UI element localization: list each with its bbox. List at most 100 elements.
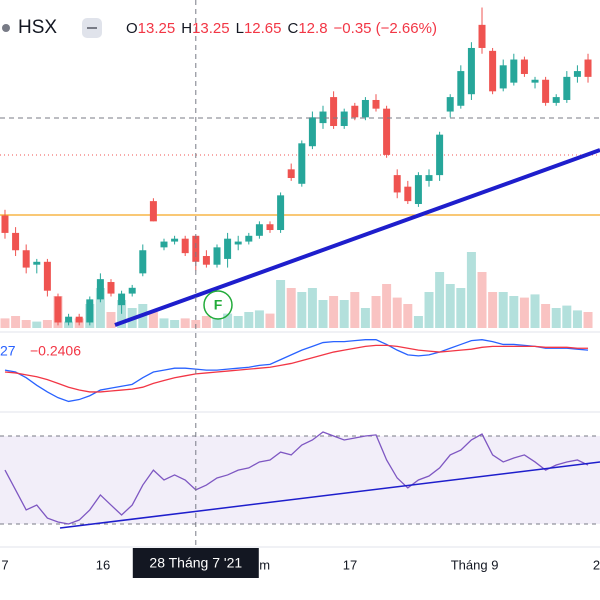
candle-body — [436, 134, 444, 176]
candle-body — [414, 175, 422, 205]
volume-bar — [583, 312, 593, 328]
volume-bar — [170, 320, 180, 328]
candle-body — [330, 97, 338, 126]
volume-bar — [509, 296, 519, 328]
volume-bar — [32, 321, 42, 328]
volume-bar — [265, 313, 275, 328]
indicator-line — [4, 339, 589, 403]
crosshair-label: 28 Tháng 7 '21 — [149, 555, 242, 571]
x-tick-label: 2 — [593, 557, 600, 572]
volume-bar — [223, 313, 233, 328]
candle-body — [542, 79, 550, 103]
rsi-band — [0, 436, 600, 524]
volume-bar — [329, 296, 339, 328]
candle-body — [584, 59, 592, 77]
trend-line — [59, 461, 600, 529]
volume-bar — [488, 292, 498, 328]
candle-body — [425, 175, 433, 181]
candle-body — [340, 111, 348, 126]
volume-bar — [11, 316, 21, 328]
candle-body — [171, 238, 179, 242]
ohlc-value: 13.25 — [192, 20, 230, 37]
candle-body — [446, 97, 454, 112]
volume-bar — [201, 316, 211, 328]
volume-bar — [42, 320, 52, 328]
x-tick-label: 7 — [1, 557, 8, 572]
candle-body — [531, 79, 539, 83]
crosshair-label-box — [132, 548, 259, 578]
candle-body — [107, 282, 115, 294]
volume-bar — [572, 310, 582, 328]
candle-body — [139, 250, 147, 274]
volume-bar — [297, 292, 307, 328]
symbol: HSX — [18, 17, 57, 38]
volume-bar — [456, 288, 466, 328]
volume-bar — [286, 288, 296, 328]
candle-body — [393, 175, 401, 193]
candle-body — [404, 186, 412, 202]
candle-body — [478, 24, 486, 48]
volume-bar — [551, 308, 561, 328]
volume-bar — [498, 292, 508, 328]
volume-bar — [445, 284, 455, 328]
x-tick-label: 16 — [96, 557, 110, 572]
ohlc-value: 12.8 — [298, 20, 327, 37]
candle-body — [552, 97, 560, 103]
candle-body — [245, 235, 253, 242]
candle-body — [1, 215, 9, 233]
volume-bar — [148, 312, 158, 328]
candle-body — [510, 59, 518, 83]
candle-body — [319, 111, 327, 124]
volume-bar — [233, 316, 243, 328]
volume-bar — [477, 272, 487, 328]
candle-body — [43, 261, 51, 291]
change: −0.35 (−2.66%) — [334, 20, 437, 37]
candle-body — [266, 224, 274, 231]
candle-body — [149, 201, 157, 222]
x-tick-label: Tháng 9 — [451, 557, 499, 572]
event-marker-label[interactable]: F — [214, 297, 223, 313]
volume-bar — [244, 312, 254, 328]
overlays: F 7 16 m 17 Tháng 9 2 28 Tháng 7 '21 27 −0.2406 — [0, 0, 600, 578]
ohlc-value: 12.65 — [244, 20, 282, 37]
volume-bar — [117, 300, 127, 328]
volume-bar — [350, 292, 360, 328]
volume-bar — [276, 280, 286, 328]
volume-bar — [382, 284, 392, 328]
volume-bar — [212, 318, 222, 328]
candle-body — [489, 50, 497, 92]
volume-bar — [95, 288, 105, 328]
volume-bar — [21, 320, 31, 328]
x-tick-label: m — [259, 557, 270, 572]
candle-body — [65, 316, 73, 323]
volume-bar — [435, 272, 445, 328]
volume-bar — [318, 300, 328, 328]
header: HSX O13.25 H13.25 L12.65 C12.8 −0.35 (−2.66%… — [2, 17, 437, 38]
volume-bar — [403, 304, 413, 328]
ohlc-label: C — [288, 20, 299, 37]
volume-bar — [0, 318, 10, 328]
candle-body — [361, 99, 369, 118]
ohlc-legend: O13.25 H13.25 L12.65 C12.8 −0.35 (−2.66%) — [126, 20, 437, 37]
event-marker[interactable] — [203, 290, 233, 320]
volume-bar — [530, 294, 540, 328]
candle-body — [160, 241, 168, 248]
volume-bar — [180, 318, 190, 328]
candle-body — [573, 71, 581, 77]
indicator-line — [4, 344, 589, 393]
candle-body — [181, 238, 189, 254]
candle-body — [308, 117, 316, 147]
candle-body — [467, 47, 475, 95]
volume-bar — [519, 297, 529, 328]
candle-body — [351, 105, 359, 118]
candle-body — [224, 238, 232, 259]
volume-bar — [541, 304, 551, 328]
candle-body — [520, 59, 528, 74]
candle-body — [277, 195, 285, 231]
candle-body — [372, 99, 380, 109]
volume-bar — [339, 300, 349, 328]
candle-body — [96, 279, 104, 300]
candle-body — [75, 316, 83, 323]
volume-bar — [562, 305, 572, 328]
volume-bar — [413, 316, 423, 328]
